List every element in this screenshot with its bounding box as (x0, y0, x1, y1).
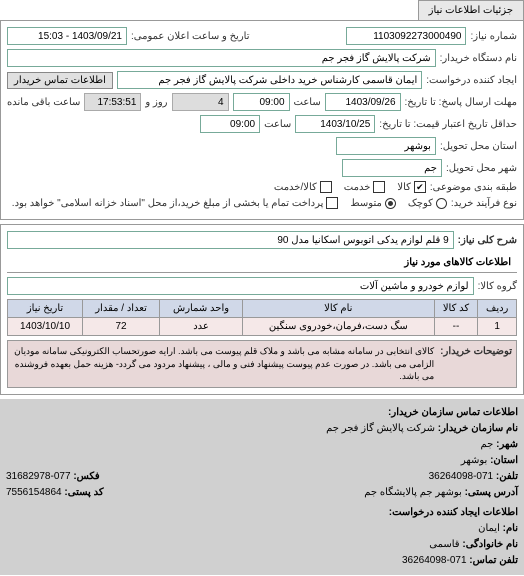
table-row[interactable]: 1 -- سگ دست،فرمان،خودروی سنگین عدد 72 14… (8, 318, 517, 336)
reqno-label: شماره نیاز: (470, 31, 517, 42)
table-header-row: ردیف کد کالا نام کالا واحد شمارش تعداد /… (8, 300, 517, 318)
desc-title-field: 9 قلم لوازم یدکی اتوبوس اسکانیا مدل 90 (7, 231, 454, 249)
footer-post-label: کد پستی: (64, 487, 103, 498)
footer-lname: قاسمی (429, 539, 459, 550)
type-goods-label: کالا (397, 182, 411, 193)
deadline-time-label: ساعت (294, 97, 321, 108)
footer-addr-label: آدرس پستی: (465, 487, 518, 498)
city-label: شهر محل تحویل: (446, 163, 517, 174)
col-row: ردیف (478, 300, 517, 318)
buyer-note-label: توضیحات خریدار: (440, 345, 512, 383)
col-date: تاریخ نیاز (8, 300, 83, 318)
creator-label: ایجاد کننده درخواست: (426, 75, 517, 86)
checkbox-service[interactable] (373, 181, 385, 193)
footer-province-label: استان: (490, 455, 518, 466)
checkbox-both[interactable] (320, 181, 332, 193)
group-field: لوازم خودرو و ماشین آلات (7, 277, 474, 295)
col-code: کد کالا (434, 300, 478, 318)
cell-row: 1 (478, 318, 517, 336)
cell-code: -- (434, 318, 478, 336)
footer-ctel: 071-36264098 (402, 555, 467, 566)
remain-time: 17:53:51 (84, 93, 141, 111)
desc-panel: شرح کلی نیاز: 9 قلم لوازم یدکی اتوبوس اس… (0, 224, 524, 395)
desc-title-label: شرح کلی نیاز: (458, 235, 517, 246)
cell-unit: عدد (160, 318, 243, 336)
footer-creator-title: اطلاعات ایجاد کننده درخواست: (6, 505, 518, 521)
remain-suffix: ساعت باقی مانده (7, 97, 80, 108)
footer-post: 7556154864 (6, 487, 62, 498)
footer-tel: 071-36264098 (429, 471, 494, 482)
col-name: نام کالا (242, 300, 434, 318)
footer-name: ایمان (478, 523, 500, 534)
type-service-label: خدمت (344, 182, 371, 193)
footer-fax-label: فکس: (73, 471, 99, 482)
deadline-date: 1403/09/26 (325, 93, 401, 111)
reqno-field: 1103092273000490 (346, 27, 466, 45)
process-note-label: پرداخت تمام یا بخشی از مبلغ خرید،از محل … (12, 198, 324, 209)
announce-label: تاریخ و ساعت اعلان عمومی: (131, 31, 250, 42)
validity-label: حداقل تاریخ اعتبار قیمت: تا تاریخ: (379, 119, 517, 130)
col-qty: تعداد / مقدار (83, 300, 160, 318)
org-field: شرکت پالایش گاز فجر جم (7, 49, 436, 67)
remain-days: 4 (172, 93, 229, 111)
footer-city: جم (481, 439, 494, 450)
checkbox-goods[interactable]: ✔ (414, 181, 426, 193)
footer-city-label: شهر: (496, 439, 518, 450)
section-title: اطلاعات کالاهای مورد نیاز (7, 253, 517, 273)
creator-field: ایمان قاسمی کارشناس خرید داخلی شرکت پالا… (117, 71, 422, 89)
col-unit: واحد شمارش (160, 300, 243, 318)
footer-title: اطلاعات تماس سازمان خریدار: (6, 405, 518, 421)
province-label: استان محل تحویل: (440, 141, 517, 152)
footer-ctel-label: تلفن تماس: (469, 555, 518, 566)
type-both-label: کالا/خدمت (274, 182, 317, 193)
remain-days-label: روز و (145, 97, 167, 108)
footer-org-label: نام سازمان خریدار: (438, 423, 518, 434)
process-small-label: کوچک (408, 198, 433, 209)
contact-button[interactable]: اطلاعات تماس خریدار (7, 72, 113, 89)
cell-qty: 72 (83, 318, 160, 336)
footer-tel-label: تلفن: (496, 471, 518, 482)
footer-addr: بوشهر جم پالایشگاه جم (364, 487, 462, 498)
tab-header: جزئیات اطلاعات نیاز (418, 0, 524, 20)
process-medium-label: متوسط (350, 198, 381, 209)
validity-time-label: ساعت (264, 119, 291, 130)
type-label: طبقه بندی موضوعی: (430, 182, 517, 193)
cell-date: 1403/10/10 (8, 318, 83, 336)
province-field: بوشهر (336, 137, 436, 155)
items-table: ردیف کد کالا نام کالا واحد شمارش تعداد /… (7, 299, 517, 336)
radio-small[interactable] (436, 198, 447, 209)
validity-time: 09:00 (200, 115, 260, 133)
buyer-note-text: کالای انتخابی در سامانه مشابه می باشد و … (12, 345, 434, 383)
footer-org: شرکت پالایش گاز فجر جم (326, 423, 435, 434)
validity-date: 1403/10/25 (295, 115, 375, 133)
footer-name-label: نام: (503, 523, 518, 534)
footer-panel: اطلاعات تماس سازمان خریدار: نام سازمان خ… (0, 399, 524, 575)
process-label: نوع فرآیند خرید: (451, 198, 517, 209)
footer-fax: 077-31682978 (6, 471, 71, 482)
deadline-time: 09:00 (233, 93, 290, 111)
radio-medium[interactable] (385, 198, 396, 209)
deadline-label: مهلت ارسال پاسخ: تا تاریخ: (405, 97, 517, 108)
announce-field: 1403/09/21 - 15:03 (7, 27, 127, 45)
footer-lname-label: نام خانوادگی: (462, 539, 518, 550)
city-field: جم (342, 159, 442, 177)
footer-province: بوشهر (461, 455, 487, 466)
group-label: گروه کالا: (478, 281, 517, 292)
org-label: نام دستگاه خریدار: (440, 53, 517, 64)
checkbox-treasury[interactable] (326, 197, 338, 209)
cell-name: سگ دست،فرمان،خودروی سنگین (242, 318, 434, 336)
main-panel: شماره نیاز: 1103092273000490 تاریخ و ساع… (0, 20, 524, 220)
